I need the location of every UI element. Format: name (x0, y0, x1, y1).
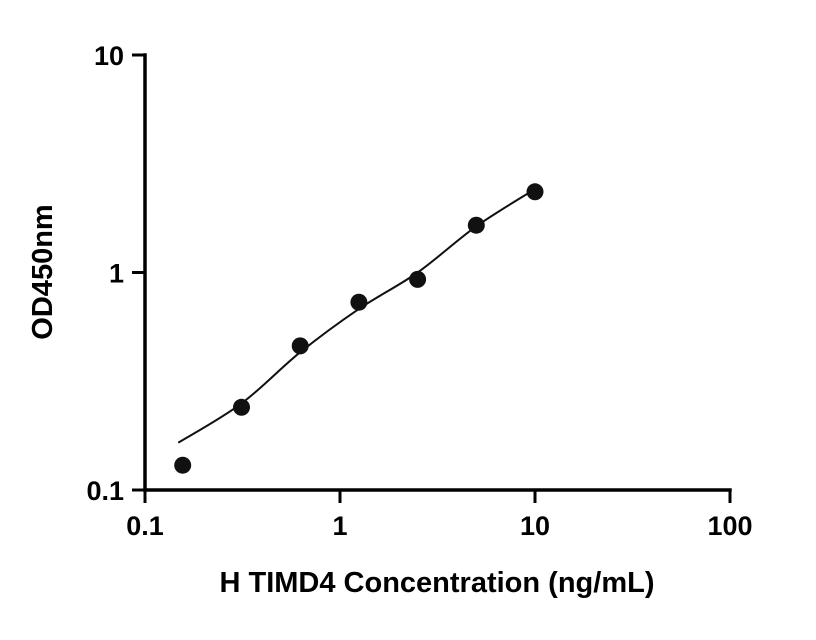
data-point (291, 337, 309, 355)
y-tick-label: 0.1 (86, 476, 124, 506)
chart-plot-area: 0.1 1 10 100 0.1 1 10 (86, 41, 752, 541)
x-tick-label: 100 (707, 511, 752, 541)
y-tick-label: 1 (109, 259, 124, 289)
x-tick-label: 0.1 (126, 511, 164, 541)
axes-lines (143, 53, 732, 492)
x-tick-label: 1 (332, 511, 347, 541)
x-axis-title: H TIMD4 Concentration (ng/mL) (220, 567, 655, 599)
data-point (233, 398, 250, 416)
x-tick-label: 10 (520, 511, 550, 541)
data-point (467, 216, 485, 234)
data-point (350, 293, 368, 311)
y-tick-label: 10 (94, 41, 124, 71)
data-point (174, 456, 192, 474)
data-point (409, 270, 427, 288)
y-axis-title: OD450nm (27, 204, 59, 339)
data-point (526, 183, 544, 201)
